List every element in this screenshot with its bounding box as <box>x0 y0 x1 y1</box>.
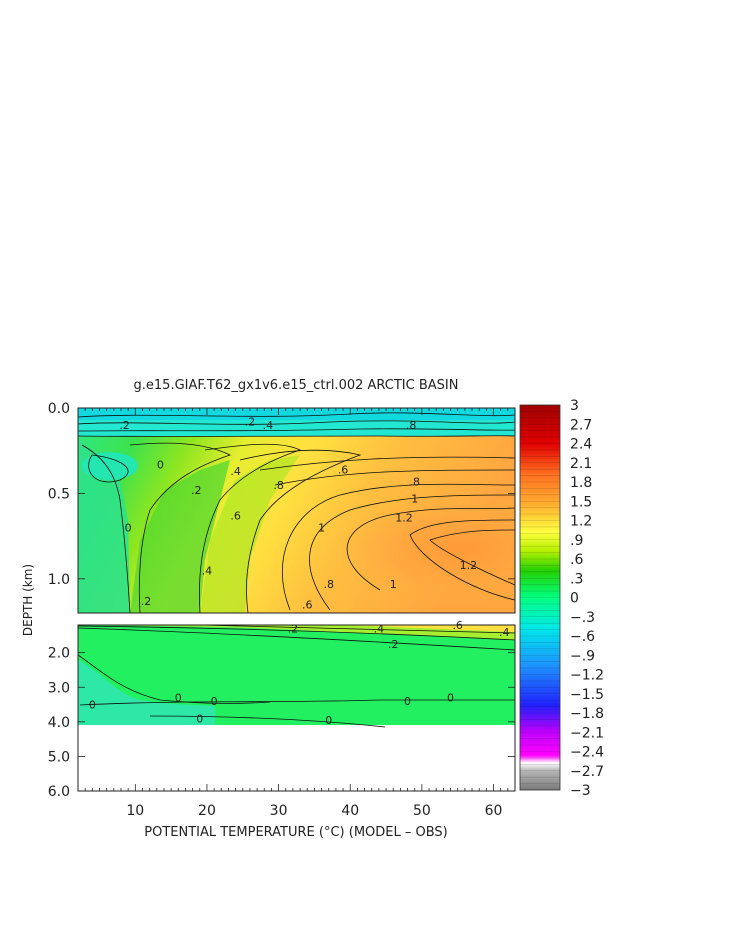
contour-label: 0 <box>447 692 454 705</box>
x-axis: 10 20 30 40 50 60 <box>77 408 516 819</box>
colorbar-label: .3 <box>570 571 583 587</box>
lower-no-data <box>78 725 515 791</box>
x-tick-label: 30 <box>270 803 288 819</box>
upper-panel-frame <box>77 407 516 614</box>
contour-label: .6 <box>302 598 313 611</box>
colorbar-label: −.6 <box>570 629 595 645</box>
contour-label: 1 <box>390 578 397 591</box>
colorbar-label: 2.4 <box>570 437 592 453</box>
contour-label: 0 <box>404 695 411 708</box>
colorbar-label: −.9 <box>570 648 595 664</box>
y-tick-label: 5.0 <box>48 749 70 765</box>
colorbar-label: −1.5 <box>570 687 604 703</box>
colorbar-label: 2.1 <box>570 456 592 472</box>
contour-label: .4 <box>263 419 274 432</box>
colorbar-label: −2.1 <box>570 725 604 741</box>
lower-panel-frame <box>77 624 516 792</box>
contour-label: .8 <box>323 578 334 591</box>
contour-label: 0 <box>125 522 132 535</box>
contour-label: 0 <box>89 699 96 712</box>
x-tick-label: 50 <box>413 803 431 819</box>
colorbar-label: .9 <box>570 533 583 549</box>
colorbar-label: 0 <box>570 591 579 607</box>
x-tick-label: 10 <box>126 803 144 819</box>
y-axis-lower: 2.0 3.0 4.0 5.0 6.0 <box>48 646 515 800</box>
contour-label: .4 <box>499 626 510 639</box>
contour-label: .2 <box>388 638 399 651</box>
contour-label: .4 <box>230 465 241 478</box>
colorbar-ramp <box>520 405 560 790</box>
y-tick-label: 0.0 <box>48 401 70 417</box>
upper-panel <box>78 408 515 613</box>
x-axis-label: POTENTIAL TEMPERATURE (°C) (MODEL – OBS) <box>144 825 448 840</box>
contour-label: .4 <box>202 564 213 577</box>
upper-cool-region <box>78 440 130 613</box>
y-tick-label: 3.0 <box>48 680 70 696</box>
contour-label: .2 <box>119 419 130 432</box>
y-axis-label: DEPTH (km) <box>21 564 35 636</box>
colorbar-bands <box>520 404 560 791</box>
colorbar-label: −1.2 <box>570 668 604 684</box>
lower-warm-band <box>78 625 515 640</box>
colorbar-frame <box>519 404 561 791</box>
colorbar-label: 2.7 <box>570 417 592 433</box>
lower-cool-region <box>78 660 215 725</box>
contour-label: 1.2 <box>460 559 478 572</box>
contour-label: 0 <box>325 714 332 727</box>
contour-label: 1 <box>318 522 325 535</box>
upper-band-04 <box>200 455 300 613</box>
contour-label: .6 <box>452 619 463 632</box>
contour-label: .2 <box>288 622 299 635</box>
colorbar-label: .6 <box>570 552 583 568</box>
contour-label: .2 <box>245 416 256 429</box>
x-tick-label: 40 <box>341 803 359 819</box>
x-tick-label: 20 <box>198 803 216 819</box>
y-tick-label: 2.0 <box>48 646 70 662</box>
colorbar-label: −3 <box>570 783 591 799</box>
contour-label: 0 <box>211 695 218 708</box>
y-axis-upper: 0.0 0.5 1.0 <box>48 401 515 588</box>
lower-panel <box>78 625 515 791</box>
colorbar-label: −2.7 <box>570 764 604 780</box>
lower-contours <box>78 625 515 728</box>
x-tick-label: 60 <box>485 803 503 819</box>
chart-title: g.e15.GIAF.T62_gx1v6.e15_ctrl.002 ARCTIC… <box>134 378 459 393</box>
contour-labels: 00.2.2.2.2.4.4.4.6.6.6.8.8.8.81111.21.2.… <box>89 416 510 727</box>
upper-warm-core <box>340 495 515 605</box>
contour-label: .2 <box>141 595 152 608</box>
upper-band-02 <box>130 460 230 613</box>
colorbar: 3 2.7 2.4 2.1 1.8 1.5 1.2 .9 .6 .3 0 −.3 −.6 −.9 −1.2 −… <box>519 398 604 799</box>
contour-label: 0 <box>196 712 203 725</box>
colorbar-label: −.3 <box>570 610 595 626</box>
y-tick-label: 6.0 <box>48 784 70 800</box>
contour-label: .8 <box>406 419 417 432</box>
colorbar-label: 3 <box>570 398 579 414</box>
colorbar-label: 1.5 <box>570 494 592 510</box>
colorbar-label: 1.8 <box>570 475 592 491</box>
contour-label: 0 <box>157 458 164 471</box>
contour-label: .6 <box>338 464 349 477</box>
contour-label: .4 <box>374 622 385 635</box>
contour-label: 1.2 <box>395 511 413 524</box>
upper-surface-layer-top <box>78 408 515 420</box>
contour-label: .8 <box>273 479 284 492</box>
contour-label: 1 <box>411 493 418 506</box>
contour-label: 0 <box>175 692 182 705</box>
colorbar-label: −2.4 <box>570 745 604 761</box>
colorbar-labels: 3 2.7 2.4 2.1 1.8 1.5 1.2 .9 .6 .3 0 −.3 −.6 −.9 −1.2 −… <box>570 398 604 799</box>
contour-label: .8 <box>409 475 420 488</box>
y-tick-label: 0.5 <box>48 486 70 502</box>
lower-warm-core <box>340 625 515 632</box>
contour-label: .6 <box>230 510 241 523</box>
colorbar-label: 1.2 <box>570 514 592 530</box>
upper-cold-patch <box>82 452 138 480</box>
contour-label: .2 <box>191 484 202 497</box>
colorbar-label: −1.8 <box>570 706 604 722</box>
y-tick-label: 4.0 <box>48 715 70 731</box>
y-tick-label: 1.0 <box>48 572 70 588</box>
upper-contours <box>78 412 515 613</box>
